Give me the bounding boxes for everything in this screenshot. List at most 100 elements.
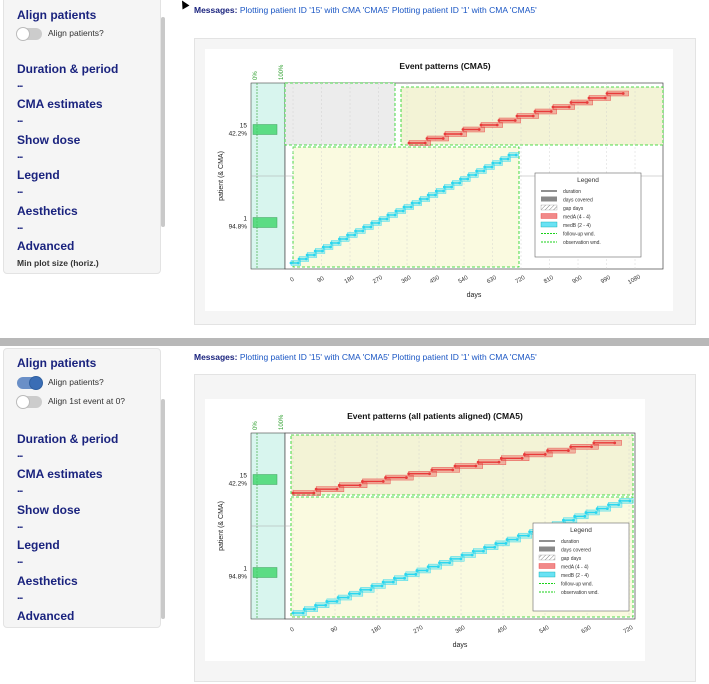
section-legend[interactable]: Legend [17, 538, 60, 552]
patient-cma-label: 42.2% [229, 481, 248, 488]
medB-patient1-end [324, 603, 328, 607]
section-duration-period[interactable]: Duration & period [17, 62, 119, 76]
cma-bar [252, 217, 278, 228]
plot-container: Event patterns (all patients aligned) (C… [194, 374, 696, 682]
align-patients-label: Align patients? [48, 28, 104, 38]
messages-label: Messages: [194, 5, 238, 15]
mediA-patient15-start [425, 137, 429, 140]
section-advanced[interactable]: Advanced [17, 239, 75, 253]
medB-patient1-end [466, 177, 470, 181]
cma-axis-100: 100% [279, 414, 285, 430]
event-pattern-chart: Event patterns (CMA5) 0% 100% 0 90 180 270 360 4… [218, 61, 664, 299]
medB-patient1-start [415, 569, 419, 572]
section-cma-estimates[interactable]: CMA estimates [17, 467, 103, 481]
medB-patient1-start [528, 530, 531, 534]
mediA-patient15-start [337, 483, 341, 487]
align-first-event-toggle[interactable] [16, 395, 42, 409]
medB-patient1-end [490, 165, 494, 169]
legend-item: gap days [563, 206, 584, 212]
mediA-patient15-start [569, 445, 573, 449]
medB-patient1-start [338, 237, 341, 241]
mediA-patient15-end [549, 110, 553, 113]
medB-patient1-end [493, 545, 497, 549]
mediA-patient15-end [381, 480, 385, 483]
align-patients-title: Align patients [17, 8, 97, 22]
medB-patient1-start [313, 249, 317, 253]
medB-patient1-start [354, 229, 357, 233]
medB-patient1-start [418, 197, 422, 201]
legend-item: medB (2 - 4) [563, 223, 591, 229]
mediA-patient15-start [546, 449, 549, 452]
sidebar-scrollbar[interactable] [161, 399, 165, 619]
mediA-patient15-end [358, 483, 362, 487]
medB-patient1-start [347, 592, 351, 596]
mediA-patient15-end [590, 445, 593, 449]
section-aesthetics[interactable]: Aesthetics [17, 204, 78, 218]
mediA-patient15-end [405, 476, 408, 479]
x-tick-label: 270 [372, 275, 384, 286]
legend-swatch [541, 196, 557, 202]
mediA-patient15-end [567, 449, 570, 452]
section-aesthetics[interactable]: Aesthetics [17, 574, 78, 588]
mediA-patient15-end [567, 105, 571, 109]
medB-patient1-start [584, 511, 588, 514]
align-patients-toggle[interactable] [17, 376, 43, 390]
mediA-patient15-start [533, 110, 537, 113]
section-dots: ... [17, 150, 23, 161]
x-tick-label: 1080 [627, 274, 642, 286]
medB-patient1-end [335, 600, 339, 603]
legend-title: Legend [570, 527, 592, 534]
medB-patient1-end [605, 507, 609, 510]
medB-patient1-end [594, 511, 598, 514]
medB-patient1-start [370, 584, 374, 588]
section-dots: ... [17, 591, 23, 602]
mediA-patient15-start [407, 472, 411, 476]
mediA-patient15-end [513, 119, 517, 122]
medB-patient1-end [482, 169, 486, 173]
medB-patient1-end [346, 596, 350, 599]
mediA-patient15-start [430, 468, 434, 472]
section-duration-period[interactable]: Duration & period [17, 432, 119, 446]
mediA-patient15-start [384, 476, 387, 479]
x-tick-label: 180 [371, 625, 383, 636]
sidebar-scrollbar[interactable] [161, 17, 165, 227]
medB-patient1-start [329, 241, 333, 245]
x-tick-label: 540 [539, 625, 551, 636]
align-patients-toggle[interactable] [16, 27, 42, 41]
mediA-patient15-end [474, 464, 478, 468]
x-tick-label: 630 [581, 625, 593, 636]
mediA-patient15-start [443, 132, 447, 136]
mediA-patient15-end [603, 96, 607, 100]
medB-patient1-end [448, 561, 452, 565]
chart-title: Event patterns (CMA5) [399, 61, 490, 71]
medB-patient1-start [442, 185, 446, 189]
mediA-patient15-start [515, 114, 519, 118]
mediA-patient15-end [543, 453, 547, 456]
legend-item: medA (4 - 4) [563, 215, 591, 221]
mediA-patient15-end [428, 472, 431, 476]
legend-item: medA (4 - 4) [561, 565, 589, 571]
medB-patient1-start [386, 213, 390, 217]
legend-item: days covered [563, 198, 593, 204]
medB-patient1-start [467, 173, 470, 177]
legend-item: gap days [561, 556, 582, 562]
medB-patient1-start [314, 603, 317, 607]
cma-axis-0: 0% [253, 421, 259, 430]
section-legend[interactable]: Legend [17, 168, 60, 182]
cma-bar [252, 567, 278, 578]
legend-swatch [538, 563, 556, 569]
medB-patient1-end [514, 153, 518, 157]
mouse-cursor-icon [178, 0, 190, 10]
section-show-dose[interactable]: Show dose [17, 133, 81, 147]
legend-swatch [539, 546, 555, 552]
medB-patient1-start [438, 561, 441, 565]
x-tick-label: 90 [317, 276, 326, 285]
section-cma-estimates[interactable]: CMA estimates [17, 97, 103, 111]
section-advanced[interactable]: Advanced [17, 609, 75, 623]
medB-patient1-start [359, 588, 362, 592]
section-show-dose[interactable]: Show dose [17, 503, 81, 517]
medB-patient1-end [583, 514, 587, 518]
medB-patient1-start [289, 261, 293, 265]
medB-patient1-end [409, 205, 413, 209]
legend-item: medB (2 - 4) [561, 573, 589, 579]
